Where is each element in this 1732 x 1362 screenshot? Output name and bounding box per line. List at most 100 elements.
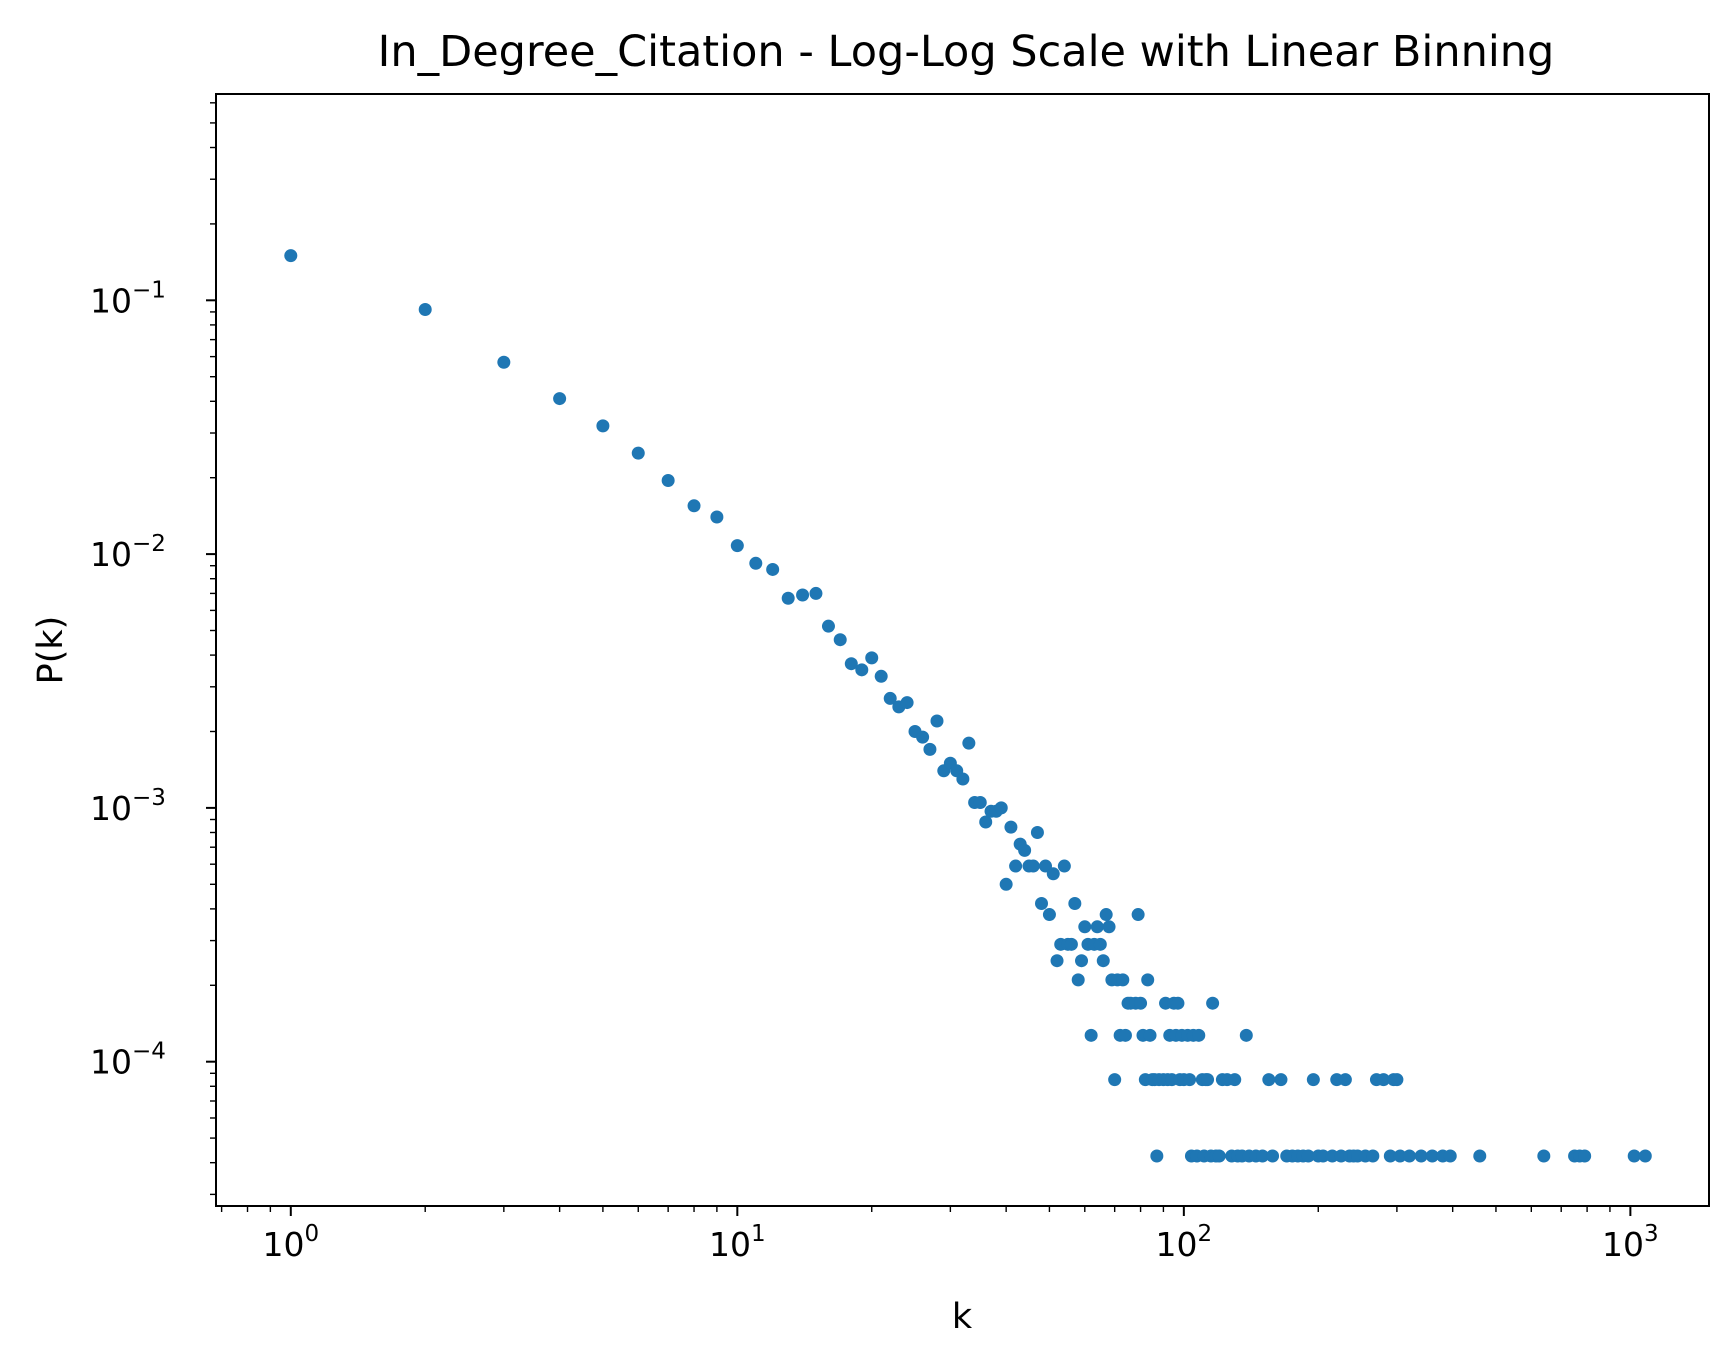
chart-title: In_Degree_Citation - Log-Log Scale with …: [378, 27, 1555, 77]
data-point: [973, 796, 987, 810]
data-point: [710, 510, 724, 524]
y-tick-label: 10−3: [90, 785, 166, 828]
x-tick-exponent: 1: [751, 1221, 766, 1247]
x-tick-base: 10: [262, 1225, 304, 1264]
data-point: [1090, 920, 1104, 934]
data-point: [883, 691, 897, 705]
x-tick-label: 100: [262, 1221, 319, 1264]
data-point: [1141, 973, 1155, 987]
data-point: [661, 473, 675, 487]
data-point: [1018, 843, 1032, 857]
data-point: [1212, 1149, 1226, 1163]
x-tick-exponent: 3: [1644, 1221, 1659, 1247]
data-point: [1057, 859, 1071, 873]
data-point: [865, 651, 879, 665]
data-point: [418, 303, 432, 317]
data-point: [855, 663, 869, 677]
data-point: [1425, 1149, 1439, 1163]
data-point: [1030, 825, 1044, 839]
y-tick-label: 10−2: [90, 531, 166, 574]
data-point: [1042, 908, 1056, 922]
data-point: [923, 742, 937, 756]
data-point: [1377, 1073, 1391, 1087]
x-tick-label: 103: [1602, 1221, 1659, 1264]
data-point: [1255, 1149, 1269, 1163]
data-point: [1638, 1149, 1652, 1163]
data-point: [1366, 1149, 1380, 1163]
data-point: [1402, 1149, 1416, 1163]
data-point: [1108, 1073, 1122, 1087]
data-point: [781, 591, 795, 605]
data-point: [766, 562, 780, 576]
data-point: [1050, 954, 1064, 968]
y-tick-label: 10−1: [90, 277, 166, 320]
data-point: [1262, 1073, 1276, 1087]
x-tick-base: 10: [709, 1225, 751, 1264]
x-tick-exponent: 2: [1198, 1221, 1213, 1247]
data-point: [994, 801, 1008, 815]
data-point: [874, 669, 888, 683]
data-point: [1301, 1149, 1315, 1163]
data-point: [1537, 1149, 1551, 1163]
data-point: [1131, 908, 1145, 922]
data-point: [1004, 820, 1018, 834]
data-point: [284, 249, 298, 263]
y-tick-base: 10: [90, 789, 132, 828]
y-tick-exponent: −1: [132, 277, 166, 303]
data-point: [1046, 867, 1060, 881]
data-point: [631, 446, 645, 460]
data-point: [1414, 1149, 1428, 1163]
y-tick-exponent: −3: [132, 785, 166, 811]
data-point: [1093, 937, 1107, 951]
data-point: [1443, 1149, 1457, 1163]
data-point: [821, 619, 835, 633]
data-point: [956, 772, 970, 786]
data-point: [1102, 920, 1116, 934]
data-point: [1116, 973, 1130, 987]
data-point: [1118, 1028, 1132, 1042]
data-point: [1099, 908, 1113, 922]
y-tick-base: 10: [90, 535, 132, 574]
data-point: [809, 586, 823, 600]
data-point: [1578, 1149, 1592, 1163]
data-point: [1192, 1028, 1206, 1042]
y-tick-exponent: −4: [132, 1039, 166, 1065]
y-tick-base: 10: [90, 1043, 132, 1082]
x-tick-label: 102: [1156, 1221, 1213, 1264]
data-point: [730, 539, 744, 553]
x-tick-base: 10: [1156, 1225, 1198, 1264]
data-point: [1071, 973, 1085, 987]
data-point: [1026, 859, 1040, 873]
data-point: [1035, 897, 1049, 911]
data-point: [497, 355, 511, 369]
data-point: [1078, 920, 1092, 934]
data-point: [999, 877, 1013, 891]
data-point: [1068, 897, 1082, 911]
data-point: [916, 730, 930, 744]
data-point: [1134, 996, 1148, 1010]
data-point: [1009, 859, 1023, 873]
data-point: [1201, 1073, 1215, 1087]
data-point: [1206, 996, 1220, 1010]
data-point: [962, 736, 976, 750]
data-point: [796, 588, 810, 602]
x-axis-label: k: [952, 1297, 973, 1337]
data-point: [1075, 954, 1089, 968]
data-point: [833, 633, 847, 647]
data-point: [930, 714, 944, 728]
data-point: [1171, 996, 1185, 1010]
data-point: [1306, 1073, 1320, 1087]
data-point: [900, 696, 914, 710]
data-point: [1183, 1073, 1197, 1087]
data-point: [749, 556, 763, 570]
data-point: [1143, 1028, 1157, 1042]
x-tick-label: 101: [709, 1221, 766, 1264]
data-point: [1316, 1149, 1330, 1163]
x-tick-base: 10: [1602, 1225, 1644, 1264]
data-point: [1390, 1073, 1404, 1087]
data-point: [979, 815, 993, 829]
axes-frame: [215, 93, 1710, 1207]
